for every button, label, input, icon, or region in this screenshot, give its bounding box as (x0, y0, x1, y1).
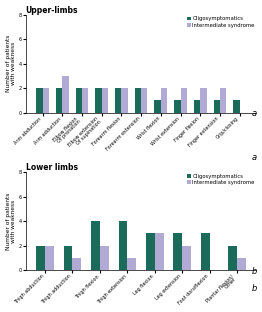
Bar (201, 233, 210, 270)
Bar (64, 246, 73, 270)
Bar (181, 88, 187, 113)
Bar (200, 88, 206, 113)
Legend: Oligosymptomatics, Intermediate syndrome: Oligosymptomatics, Intermediate syndrome (186, 173, 255, 186)
Legend: Oligosymptomatics, Intermediate syndrome: Oligosymptomatics, Intermediate syndrome (186, 16, 255, 28)
Y-axis label: Number of patients
with weakness: Number of patients with weakness (6, 193, 16, 250)
Bar (182, 246, 191, 270)
Bar (155, 100, 161, 113)
Y-axis label: Number of patients
with weakness: Number of patients with weakness (6, 35, 16, 92)
Bar (42, 88, 49, 113)
Bar (82, 88, 88, 113)
Bar (45, 246, 54, 270)
Bar (76, 88, 82, 113)
Bar (73, 258, 81, 270)
Text: a: a (252, 110, 257, 119)
Text: Upper-limbs: Upper-limbs (26, 6, 78, 15)
Bar (220, 88, 226, 113)
Bar (56, 88, 62, 113)
Bar (194, 100, 200, 113)
Text: Lower limbs: Lower limbs (26, 163, 78, 172)
Bar (237, 258, 246, 270)
Text: b: b (251, 267, 257, 276)
Bar (127, 258, 136, 270)
Bar (100, 246, 109, 270)
Bar (146, 233, 155, 270)
Bar (173, 233, 182, 270)
Bar (62, 76, 69, 113)
Text: a: a (252, 153, 257, 162)
Bar (119, 221, 127, 270)
Bar (121, 88, 128, 113)
Bar (115, 88, 121, 113)
Text: b: b (251, 284, 257, 293)
Bar (155, 233, 163, 270)
Bar (135, 88, 141, 113)
Bar (214, 100, 220, 113)
Bar (36, 246, 45, 270)
Bar (36, 88, 42, 113)
Bar (161, 88, 167, 113)
Bar (228, 246, 237, 270)
Bar (233, 100, 240, 113)
Bar (95, 88, 102, 113)
Bar (102, 88, 108, 113)
Bar (91, 221, 100, 270)
Bar (174, 100, 181, 113)
Bar (141, 88, 148, 113)
